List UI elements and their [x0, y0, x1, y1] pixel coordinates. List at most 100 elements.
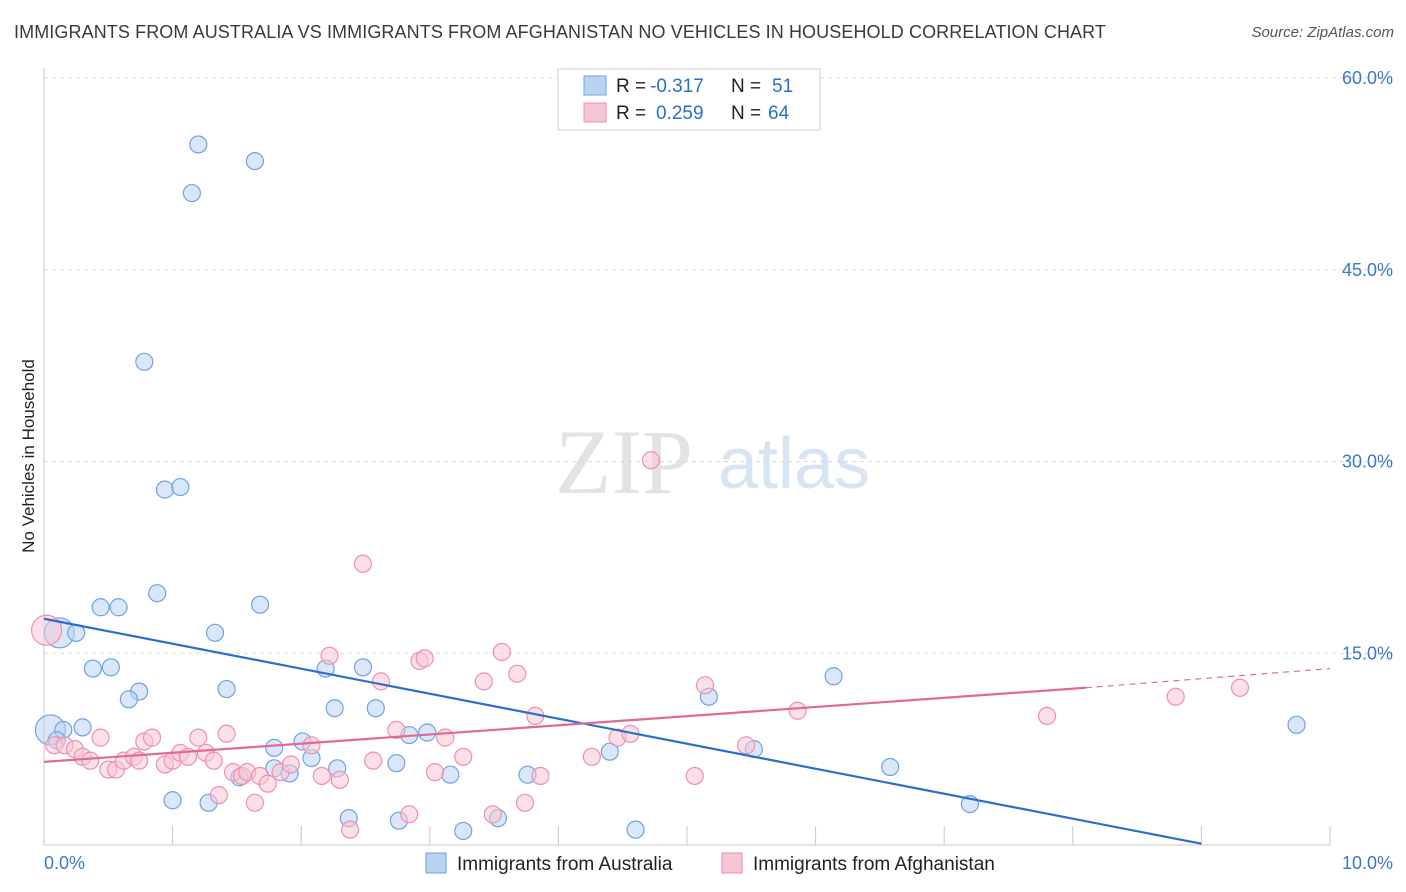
- australia-point: [626, 820, 645, 839]
- australia-point: [353, 658, 373, 677]
- australia-point: [73, 718, 92, 737]
- afghanistan-point: [483, 805, 502, 824]
- afghanistan-point: [312, 766, 331, 786]
- x-tick-label: 0.0%: [44, 853, 85, 873]
- legend-n-value-1: 51: [772, 76, 793, 97]
- afghanistan-point: [209, 786, 228, 805]
- australia-point: [250, 595, 270, 614]
- y-tick-label: 60.0%: [1342, 68, 1393, 88]
- afghanistan-point: [340, 820, 360, 839]
- australia-point: [109, 598, 128, 617]
- australia-point: [245, 151, 265, 171]
- australia-point: [366, 699, 385, 718]
- chart-title: IMMIGRANTS FROM AUSTRALIA VS IMMIGRANTS …: [14, 22, 1107, 42]
- afghanistan-point: [189, 728, 208, 747]
- legend-r-label-2: R =: [616, 103, 646, 124]
- afghanistan-point: [1166, 687, 1185, 706]
- australia-point: [83, 659, 102, 678]
- afghanistan-point: [330, 770, 349, 789]
- afghanistan-point: [217, 724, 236, 743]
- legend-n-value-2: 64: [768, 103, 790, 124]
- afghanistan-point: [302, 736, 321, 755]
- australia-point: [135, 352, 154, 371]
- legend-n-label-1: N =: [731, 76, 761, 97]
- australia-point: [441, 765, 460, 784]
- y-tick-label: 30.0%: [1342, 452, 1393, 472]
- australia-point: [824, 667, 843, 686]
- australia-point: [182, 183, 201, 203]
- legend-swatch-pink: [583, 102, 607, 123]
- gridlines: [44, 77, 1392, 654]
- watermark-atlas: atlas: [718, 424, 870, 504]
- data-points: [30, 135, 1306, 841]
- afghanistan-point: [371, 672, 391, 691]
- afghanistan-point: [454, 747, 473, 766]
- afghanistan-point: [425, 763, 445, 782]
- y-tick-labels: 15.0% 30.0% 45.0% 60.0%: [1342, 68, 1393, 663]
- afghanistan-point: [1230, 678, 1250, 697]
- australia-point: [600, 742, 619, 761]
- afghanistan-point: [91, 728, 110, 747]
- afghanistan-point: [415, 649, 434, 668]
- afghanistan-point: [788, 701, 807, 720]
- afghanistan-point: [492, 642, 511, 662]
- series-legend: Immigrants from Australia Immigrants fro…: [425, 852, 995, 875]
- afghanistan-point: [737, 736, 756, 755]
- afghanistan-point: [695, 676, 715, 695]
- axes: [43, 68, 1331, 846]
- australia-point: [418, 723, 437, 742]
- afghanistan-point: [320, 646, 339, 665]
- australia-point: [189, 135, 208, 154]
- afghanistan-point: [204, 751, 223, 770]
- australia-point: [91, 598, 110, 617]
- correlation-legend: R = -0.317 N = 51 R = 0.259 N = 64: [557, 68, 821, 131]
- y-tick-label: 15.0%: [1342, 643, 1393, 663]
- australia-point: [163, 791, 182, 810]
- afghanistan-point: [515, 793, 535, 812]
- x-tick-label: 10.0%: [1342, 853, 1393, 873]
- australia-trend-line: [43, 617, 1202, 845]
- afghanistan-point: [258, 774, 277, 793]
- australia-point: [119, 690, 138, 709]
- legend-r-value-1: -0.317: [650, 76, 704, 97]
- afghanistan-point: [685, 766, 704, 786]
- australia-point: [387, 754, 406, 773]
- x-tick-labels: 0.0% 10.0%: [44, 853, 1393, 873]
- afghanistan-point: [245, 793, 265, 812]
- afghanistan-point: [400, 805, 419, 824]
- y-axis-label: No Vehicles in Household: [19, 359, 38, 553]
- australia-point: [155, 480, 174, 499]
- australia-point: [265, 738, 284, 757]
- afghanistan-point: [508, 664, 527, 683]
- australia-point: [101, 658, 120, 677]
- australia-point: [881, 757, 900, 777]
- legend-r-label-1: R =: [616, 76, 646, 97]
- watermark: ZIP atlas: [555, 411, 870, 513]
- source-label: Source: ZipAtlas.com: [1251, 24, 1394, 41]
- afghanistan-trend-line: [43, 686, 1086, 764]
- australia-point: [1287, 715, 1306, 734]
- series-legend-swatch-australia: [425, 852, 447, 874]
- afghanistan-point: [81, 751, 100, 770]
- legend-n-label-2: N =: [731, 103, 761, 124]
- legend-r-value-2: 0.259: [656, 103, 704, 124]
- afghanistan-point: [281, 755, 301, 774]
- afghanistan-point: [531, 766, 550, 786]
- afghanistan-point: [353, 554, 373, 573]
- afghanistan-point: [30, 614, 63, 646]
- afghanistan-point: [582, 747, 601, 766]
- y-tick-label: 45.0%: [1342, 260, 1393, 280]
- afghanistan-point: [142, 728, 162, 747]
- series-legend-label-australia: Immigrants from Australia: [457, 854, 673, 875]
- series-legend-label-afghanistan: Immigrants from Afghanistan: [753, 854, 995, 875]
- afghanistan-point: [364, 751, 383, 770]
- legend-swatch-blue: [583, 75, 607, 96]
- afghanistan-point: [436, 728, 455, 747]
- afghanistan-point: [474, 672, 493, 691]
- australia-point: [205, 623, 225, 642]
- australia-point: [454, 821, 473, 841]
- afghanistan-point: [387, 720, 406, 740]
- afghanistan-point: [641, 451, 661, 470]
- afghanistan-trend-extension: [1085, 667, 1331, 689]
